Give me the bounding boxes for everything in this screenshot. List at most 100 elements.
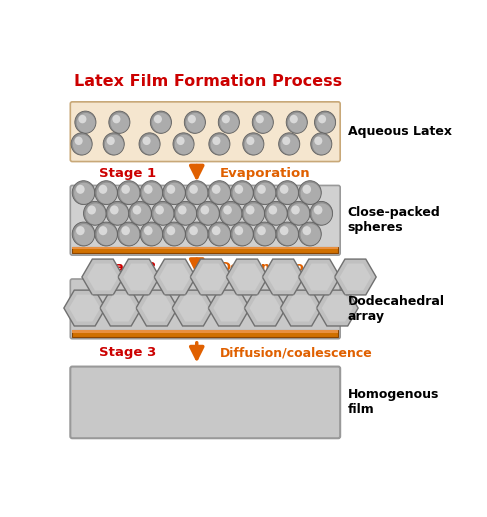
Circle shape bbox=[117, 222, 140, 246]
Circle shape bbox=[165, 224, 185, 245]
Text: Aqueous Latex: Aqueous Latex bbox=[348, 125, 452, 138]
Circle shape bbox=[244, 203, 264, 224]
FancyBboxPatch shape bbox=[70, 279, 340, 339]
Circle shape bbox=[121, 226, 130, 235]
Circle shape bbox=[76, 185, 85, 194]
Polygon shape bbox=[177, 295, 208, 322]
Polygon shape bbox=[64, 290, 106, 326]
Circle shape bbox=[163, 222, 186, 246]
Polygon shape bbox=[226, 259, 268, 295]
Circle shape bbox=[252, 111, 273, 133]
Circle shape bbox=[286, 111, 307, 133]
Circle shape bbox=[189, 185, 198, 194]
Circle shape bbox=[150, 111, 171, 133]
Polygon shape bbox=[299, 259, 340, 295]
Polygon shape bbox=[154, 259, 196, 295]
Circle shape bbox=[73, 135, 92, 155]
Polygon shape bbox=[141, 295, 172, 322]
Polygon shape bbox=[317, 290, 358, 326]
Circle shape bbox=[235, 226, 243, 235]
Circle shape bbox=[117, 181, 140, 205]
Text: Latex Film Formation Process: Latex Film Formation Process bbox=[74, 74, 342, 89]
Circle shape bbox=[110, 205, 119, 215]
Circle shape bbox=[121, 185, 130, 194]
Circle shape bbox=[112, 115, 120, 124]
Circle shape bbox=[314, 136, 322, 145]
Circle shape bbox=[233, 224, 253, 245]
Circle shape bbox=[212, 136, 221, 145]
Polygon shape bbox=[303, 264, 335, 291]
Circle shape bbox=[84, 202, 106, 225]
Text: Deformation: Deformation bbox=[219, 261, 314, 273]
Circle shape bbox=[106, 202, 129, 225]
Circle shape bbox=[208, 222, 231, 246]
Circle shape bbox=[85, 203, 105, 224]
Circle shape bbox=[208, 181, 231, 205]
Circle shape bbox=[315, 111, 336, 133]
Circle shape bbox=[291, 205, 300, 215]
Circle shape bbox=[302, 226, 311, 235]
Circle shape bbox=[278, 183, 298, 204]
Polygon shape bbox=[213, 295, 244, 322]
Circle shape bbox=[153, 203, 173, 224]
Circle shape bbox=[175, 135, 193, 155]
Circle shape bbox=[253, 222, 276, 246]
Circle shape bbox=[235, 185, 243, 194]
Circle shape bbox=[212, 185, 221, 194]
Circle shape bbox=[187, 183, 207, 204]
Bar bbox=[72, 330, 338, 337]
Circle shape bbox=[254, 113, 273, 132]
Circle shape bbox=[233, 183, 253, 204]
Circle shape bbox=[218, 111, 240, 133]
Circle shape bbox=[276, 222, 299, 246]
Circle shape bbox=[87, 205, 96, 215]
Circle shape bbox=[221, 203, 241, 224]
Circle shape bbox=[299, 181, 321, 205]
Text: Dodecahedral
array: Dodecahedral array bbox=[348, 295, 445, 323]
Circle shape bbox=[197, 202, 220, 225]
Circle shape bbox=[255, 224, 275, 245]
Circle shape bbox=[246, 205, 255, 215]
Circle shape bbox=[257, 185, 266, 194]
Circle shape bbox=[231, 222, 253, 246]
Circle shape bbox=[143, 136, 150, 145]
Bar bbox=[72, 247, 338, 253]
Circle shape bbox=[253, 181, 276, 205]
Circle shape bbox=[140, 222, 163, 246]
Circle shape bbox=[187, 224, 207, 245]
Polygon shape bbox=[87, 264, 118, 291]
Circle shape bbox=[72, 222, 95, 246]
Circle shape bbox=[129, 202, 151, 225]
Circle shape bbox=[210, 224, 230, 245]
FancyBboxPatch shape bbox=[70, 102, 340, 161]
Circle shape bbox=[108, 203, 128, 224]
Circle shape bbox=[318, 115, 326, 124]
Circle shape bbox=[140, 181, 163, 205]
Circle shape bbox=[246, 136, 254, 145]
Circle shape bbox=[222, 115, 230, 124]
Polygon shape bbox=[322, 295, 353, 322]
Circle shape bbox=[78, 115, 87, 124]
Circle shape bbox=[177, 136, 185, 145]
Polygon shape bbox=[285, 295, 317, 322]
Circle shape bbox=[266, 203, 286, 224]
Circle shape bbox=[314, 205, 322, 215]
Polygon shape bbox=[159, 264, 190, 291]
Circle shape bbox=[209, 133, 230, 155]
Circle shape bbox=[186, 222, 208, 246]
Circle shape bbox=[107, 136, 115, 145]
Circle shape bbox=[75, 111, 96, 133]
Text: Close-packed
spheres: Close-packed spheres bbox=[348, 206, 440, 234]
Circle shape bbox=[281, 135, 299, 155]
Circle shape bbox=[132, 205, 141, 215]
Polygon shape bbox=[262, 259, 304, 295]
Circle shape bbox=[302, 185, 311, 194]
Text: Evaporation: Evaporation bbox=[219, 167, 310, 180]
Circle shape bbox=[74, 183, 94, 204]
Circle shape bbox=[97, 183, 117, 204]
Circle shape bbox=[151, 202, 174, 225]
Circle shape bbox=[299, 222, 321, 246]
Circle shape bbox=[289, 203, 309, 224]
Polygon shape bbox=[231, 264, 262, 291]
Polygon shape bbox=[267, 264, 299, 291]
